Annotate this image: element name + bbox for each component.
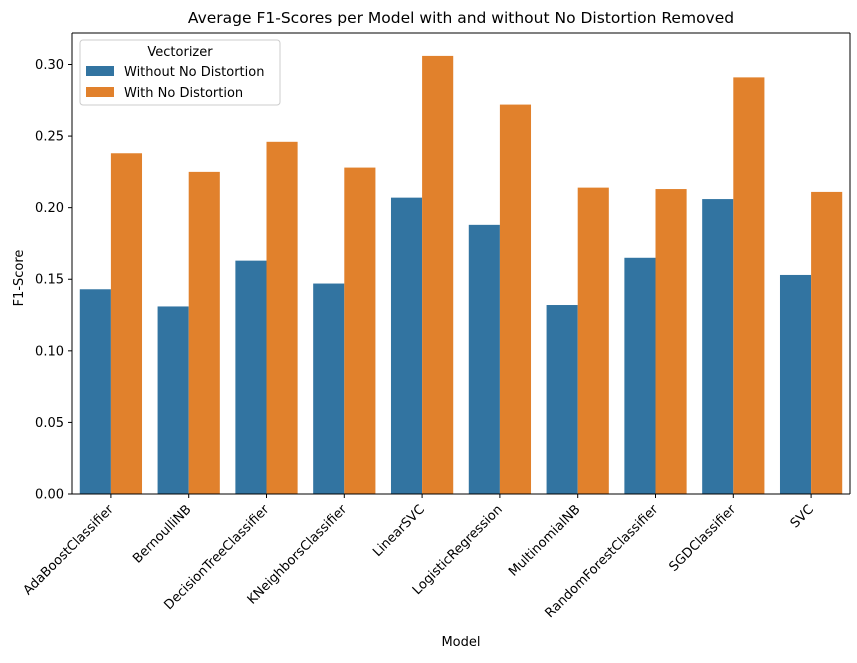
bar-without-LinearSVC [390, 197, 423, 494]
x-tick-label: MultinomialNB [506, 502, 583, 579]
bar-with-LogisticRegression [499, 104, 532, 494]
y-tick-label: 0.00 [35, 488, 64, 503]
bars-group [79, 55, 843, 495]
legend: Vectorizer Without No Distortion With No D… [79, 39, 281, 106]
legend-box [79, 39, 281, 106]
legend-label: Without No Distortion [124, 65, 264, 80]
bar-without-DecisionTreeClassifier [235, 260, 267, 494]
bar-without-SVC [779, 274, 812, 494]
bar-with-MultinomialNB [577, 187, 609, 494]
bar-without-BernoulliNB [157, 306, 189, 494]
bar-without-MultinomialNB [546, 305, 578, 494]
legend-swatch [86, 66, 114, 76]
bar-with-LinearSVC [422, 55, 454, 495]
bar-with-KNeighborsClassifier [344, 167, 376, 494]
y-tick-label: 0.25 [35, 130, 64, 145]
chart-title: Average F1-Scores per Model with and wit… [188, 9, 734, 27]
x-axis-label: Model [441, 635, 480, 650]
y-tick-label: 0.15 [35, 273, 64, 288]
y-tick-label: 0.05 [35, 416, 64, 431]
legend-swatch [86, 87, 114, 97]
x-tick-label: LinearSVC [370, 502, 428, 560]
y-tick-label: 0.10 [35, 344, 64, 359]
bar-with-DecisionTreeClassifier [266, 141, 298, 495]
bar-without-LogisticRegression [468, 224, 500, 494]
bar-with-SGDClassifier [733, 77, 765, 494]
y-tick-label: 0.30 [35, 58, 64, 73]
bar-without-RandomForestClassifier [624, 257, 656, 494]
x-tick-label: BernoulliNB [130, 502, 194, 566]
bar-without-AdaBoostClassifier [79, 289, 111, 494]
x-tick-label: SGDClassifier [667, 502, 740, 575]
legend-label: With No Distortion [124, 86, 243, 101]
x-tick-label: LogisticRegression [410, 502, 506, 598]
legend-title: Vectorizer [147, 45, 213, 60]
y-axis-label: F1-Score [12, 250, 27, 307]
bar-without-KNeighborsClassifier [313, 283, 345, 494]
bar-without-SGDClassifier [702, 199, 734, 495]
bar-with-SVC [811, 191, 843, 495]
x-tick-label: SVC [788, 502, 817, 531]
bar-with-BernoulliNB [188, 171, 220, 494]
x-tick-label: AdaBoostClassifier [21, 502, 118, 599]
bar-with-AdaBoostClassifier [110, 153, 143, 494]
bar-with-RandomForestClassifier [655, 189, 687, 494]
y-tick-label: 0.20 [35, 201, 64, 216]
